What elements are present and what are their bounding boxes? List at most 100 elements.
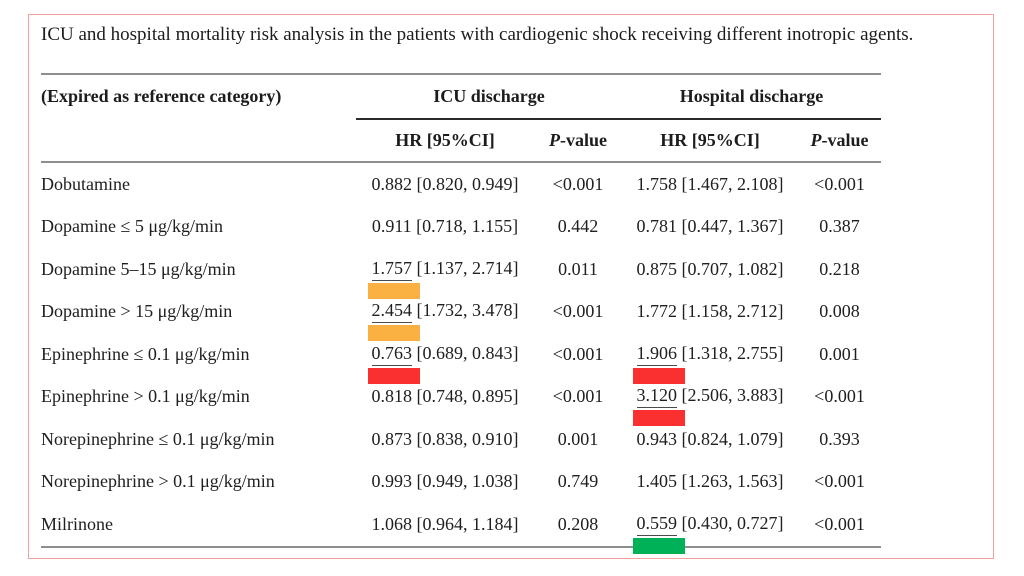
confidence-interval: [1.158, 2.712]: [677, 301, 784, 322]
hospital-hr-cell: 0.875 [0.707, 1.082]: [622, 248, 798, 291]
green-highlight-marker: [632, 537, 685, 554]
confidence-interval: [0.689, 0.843]: [412, 342, 519, 363]
icu-pvalue-cell: <0.001: [552, 173, 604, 194]
hr-value: 0.559: [632, 513, 685, 554]
hospital-pvalue-header: P-value: [798, 119, 881, 162]
table-row: Epinephrine > 0.1 μg/kg/min 0.818 [0.748…: [41, 376, 881, 427]
agent-label: Dopamine ≤ 5 μg/kg/min: [41, 216, 224, 237]
table-row: Norepinephrine ≤ 0.1 μg/kg/min 0.873 [0.…: [41, 418, 881, 461]
icu-pvalue-cell: 0.749: [557, 471, 599, 492]
red-highlight-marker: [367, 367, 420, 384]
red-highlight-marker: [632, 367, 685, 384]
icu-hr-cell: 0.911 [0.718, 1.155]: [356, 206, 534, 249]
table-row: Dobutamine 0.882 [0.820, 0.949] <0.001 1…: [41, 162, 881, 206]
hr-value: 1.772: [636, 301, 678, 322]
hospital-hr-cell: 0.559 [0.430, 0.727]: [622, 503, 798, 554]
group-header-row: (Expired as reference category) ICU disc…: [41, 74, 882, 120]
hospital-hr-cell: 0.943 [0.824, 1.079]: [622, 418, 798, 461]
table-row: Norepinephrine > 0.1 μg/kg/min 0.993 [0.…: [41, 461, 881, 504]
hr-value: 1.758: [636, 173, 678, 194]
table-row: Dopamine 5–15 μg/kg/min 1.757 [1.137, 2.…: [41, 248, 881, 299]
confidence-interval: [0.447, 1.367]: [677, 216, 784, 237]
hr-value: 3.120: [632, 385, 685, 427]
icu-pvalue-header: P-value: [534, 119, 622, 162]
hr-value: 0.875: [636, 258, 678, 279]
confidence-interval: [0.430, 0.727]: [677, 512, 784, 533]
agent-label: Dopamine > 15 μg/kg/min: [41, 301, 233, 322]
hospital-pvalue-cell: <0.001: [814, 173, 865, 194]
icu-pvalue-cell: <0.001: [552, 386, 604, 407]
p-italic: P: [549, 130, 560, 150]
icu-pvalue-cell: 0.208: [557, 513, 599, 534]
confidence-interval: [0.707, 1.082]: [677, 258, 784, 279]
hospital-hr-cell: 0.781 [0.447, 1.367]: [622, 206, 798, 249]
hospital-pvalue-cell: 0.387: [819, 216, 860, 237]
table-row: Epinephrine ≤ 0.1 μg/kg/min 0.763 [0.689…: [41, 333, 881, 384]
hr-value: 1.068: [371, 513, 413, 534]
agent-label: Dobutamine: [41, 173, 130, 194]
hr-value: 0.763: [367, 343, 420, 384]
confidence-interval: [0.820, 0.949]: [412, 173, 519, 194]
icu-hr-cell: 0.818 [0.748, 0.895]: [356, 376, 534, 419]
hr-value: 1.757: [367, 258, 420, 299]
table-caption: ICU and hospital mortality risk analysis…: [41, 24, 914, 45]
icu-pvalue-cell: <0.001: [552, 343, 604, 364]
hospital-hr-cell: 3.120 [2.506, 3.883]: [622, 376, 798, 427]
table-row: Milrinone 1.068 [0.964, 1.184] 0.208 0.5…: [41, 503, 881, 554]
hospital-pvalue-cell: <0.001: [814, 471, 865, 492]
icu-hr-cell: 0.873 [0.838, 0.910]: [356, 418, 534, 461]
p-rest: -value: [821, 130, 869, 150]
hr-value: 0.781: [636, 216, 678, 237]
agent-label: Norepinephrine > 0.1 μg/kg/min: [41, 471, 275, 492]
red-highlight-marker: [632, 410, 685, 427]
hospital-pvalue-cell: 0.008: [819, 301, 860, 322]
confidence-interval: [1.467, 2.108]: [677, 173, 784, 194]
hr-value: 0.873: [371, 428, 413, 449]
icu-pvalue-cell: 0.442: [557, 216, 599, 237]
table-row: Dopamine ≤ 5 μg/kg/min 0.911 [0.718, 1.1…: [41, 206, 881, 249]
hospital-hr-cell: 1.758 [1.467, 2.108]: [622, 162, 798, 206]
icu-pvalue-cell: <0.001: [552, 301, 604, 322]
reference-category-header: (Expired as reference category): [41, 86, 282, 106]
hr-value: 1.405: [636, 471, 678, 492]
p-italic: P: [810, 130, 822, 150]
icu-hr-cell: 0.993 [0.949, 1.038]: [356, 461, 534, 504]
sub-header-row: HR [95%CI] P-value HR [95%CI] P-value: [41, 119, 882, 162]
agent-label: Dopamine 5–15 μg/kg/min: [41, 258, 236, 279]
hospital-pvalue-cell: 0.218: [819, 258, 860, 279]
confidence-interval: [0.964, 1.184]: [412, 513, 519, 534]
confidence-interval: [1.137, 2.714]: [412, 257, 519, 278]
table-row: Dopamine > 15 μg/kg/min 2.454 [1.732, 3.…: [41, 291, 881, 342]
icu-hr-header: HR [95%CI]: [395, 130, 495, 150]
confidence-interval: [1.732, 3.478]: [412, 300, 519, 321]
icu-hr-cell: 0.882 [0.820, 0.949]: [356, 162, 534, 206]
icu-hr-cell: 1.068 [0.964, 1.184]: [356, 503, 534, 547]
confidence-interval: [2.506, 3.883]: [677, 385, 784, 406]
confidence-interval: [0.718, 1.155]: [411, 216, 519, 237]
icu-hr-cell: 2.454 [1.732, 3.478]: [356, 291, 534, 342]
hr-value: 1.906: [632, 343, 685, 384]
confidence-interval: [0.949, 1.038]: [412, 471, 519, 492]
orange-highlight-marker: [367, 282, 420, 299]
hospital-hr-cell: 1.772 [1.158, 2.712]: [622, 291, 798, 334]
p-rest: -value: [560, 130, 607, 150]
hr-value: 0.943: [636, 428, 678, 449]
hospital-pvalue-cell: 0.393: [819, 428, 860, 449]
table-body: Dobutamine 0.882 [0.820, 0.949] <0.001 1…: [41, 162, 882, 554]
hr-value: 2.454: [367, 300, 420, 342]
confidence-interval: [1.263, 1.563]: [677, 471, 784, 492]
hr-value: 0.911: [371, 216, 412, 237]
hr-value: 0.818: [371, 386, 413, 407]
hospital-pvalue-cell: <0.001: [814, 386, 865, 407]
confidence-interval: [0.824, 1.079]: [677, 428, 784, 449]
agent-label: Epinephrine > 0.1 μg/kg/min: [41, 386, 250, 407]
confidence-interval: [0.748, 0.895]: [412, 386, 519, 407]
confidence-interval: [0.838, 0.910]: [412, 428, 519, 449]
confidence-interval: [1.318, 2.755]: [677, 342, 784, 363]
agent-label: Epinephrine ≤ 0.1 μg/kg/min: [41, 343, 250, 364]
hospital-hr-cell: 1.405 [1.263, 1.563]: [622, 461, 798, 504]
hospital-pvalue-cell: 0.001: [819, 343, 860, 364]
hr-value: 0.993: [371, 471, 413, 492]
orange-highlight-marker: [367, 325, 420, 342]
hospital-hr-header: HR [95%CI]: [660, 130, 760, 150]
